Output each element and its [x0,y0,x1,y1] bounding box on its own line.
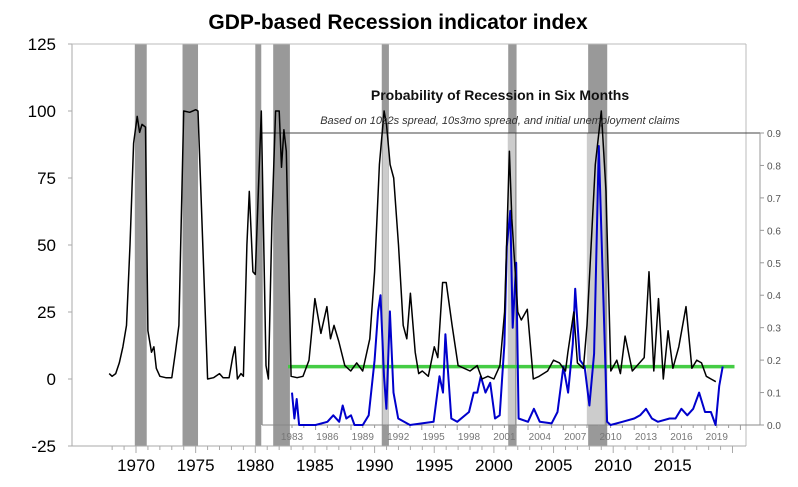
inset-y-tick-label: 0.2 [767,356,781,367]
recession-bar [273,44,290,446]
x-tick-label: 1975 [177,456,215,475]
inset-x-tick-label: 2007 [564,432,587,443]
inset-title: Probability of Recession in Six Months [371,87,629,103]
inset-y-tick-label: 0.6 [767,226,781,237]
inset-x-tick-label: 1992 [387,432,410,443]
x-tick-label: 1970 [117,456,155,475]
recession-bar [255,44,262,446]
inset-x-tick-label: 1986 [316,432,339,443]
inset-x-tick-label: 1998 [458,432,481,443]
y-tick-label: 100 [28,102,56,121]
inset-subtitle: Based on 10s2s spread, 10s3mo spread, an… [320,115,680,127]
y-tick-label: 50 [37,236,56,255]
y-tick-label: 25 [37,303,56,322]
inset-y-tick-label: 0.4 [767,291,781,302]
recession-bar [134,44,147,446]
recession-bars [134,44,608,446]
x-tick-label: 1980 [236,456,274,475]
inset-recession-bar [382,133,389,425]
inset-y-tick-label: 0.3 [767,324,781,335]
inset-y-tick-label: 0.8 [767,161,781,172]
x-tick-label: 2015 [654,456,692,475]
inset-y-tick-label: 0.5 [767,259,781,270]
inset-x-tick-label: 1995 [422,432,445,443]
inset-x-tick-label: 1989 [352,432,375,443]
inset-y-tick-label: 0.0 [767,421,781,432]
y-tick-label: 0 [47,370,56,389]
inset-x-tick-label: 2004 [529,432,552,443]
inset-x-tick-label: 2019 [706,432,729,443]
inset-x-tick-label: 2016 [670,432,693,443]
inset-y-tick-label: 0.7 [767,194,781,205]
x-tick-label: 2010 [594,456,632,475]
x-tick-label: 2005 [535,456,573,475]
x-tick-label: 1995 [415,456,453,475]
x-tick-label: 1985 [296,456,334,475]
inset-probability-chart: 0.0 0.1 0.2 0.3 0.4 0.5 0.6 0.7 0.8 0.9 1983 1986 19… [281,129,781,443]
inset-x-tick-label: 2013 [635,432,658,443]
probability-line [291,145,724,426]
gdp-index-line [108,108,717,383]
y-tick-label: 75 [37,169,56,188]
recession-bar [182,44,199,446]
y-tick-label: -25 [31,437,56,456]
inset-y-tick-label: 0.9 [767,129,781,140]
inset-y-tick-label: 0.1 [767,389,781,400]
main-gdp-chart: 125 100 75 50 25 0 -25 1970 1975 1980 1985 1990 1995… [28,35,733,475]
axes-frames [71,43,761,447]
x-tick-label: 1990 [356,456,394,475]
x-tick-label: 2000 [475,456,513,475]
chart-title: GDP-based Recession indicator index [208,11,588,34]
inset-x-tick-label: 1983 [281,432,304,443]
y-tick-label: 125 [28,35,56,54]
inset-x-tick-label: 2010 [599,432,622,443]
inset-x-tick-label: 2001 [493,432,516,443]
